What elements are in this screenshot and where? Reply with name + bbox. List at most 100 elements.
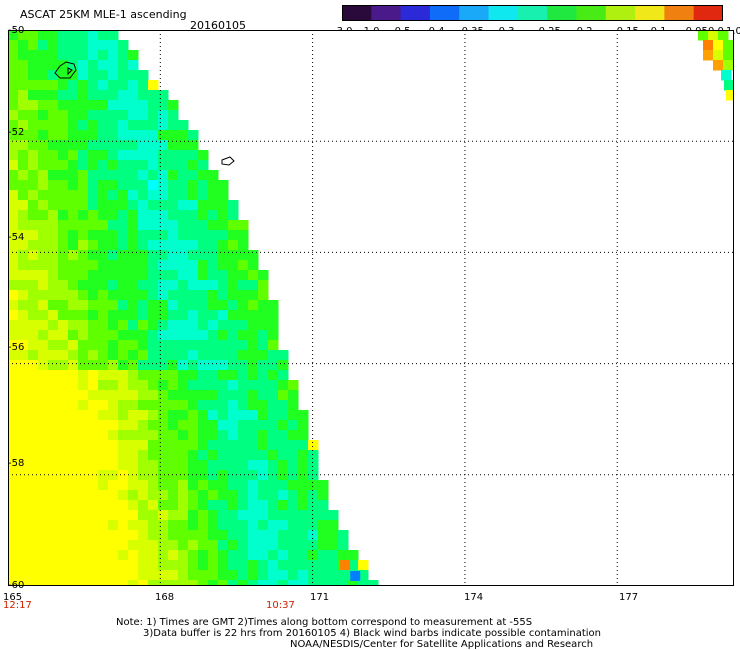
swath-cell [178, 410, 189, 421]
swath-cell [178, 420, 189, 431]
swath-cell [178, 260, 189, 271]
swath-cell [8, 360, 19, 371]
swath-cell [118, 480, 129, 491]
swath-cell [78, 220, 89, 231]
swath-cell [288, 530, 299, 541]
swath-cell [68, 80, 79, 91]
swath-cell [28, 520, 39, 531]
swath-cell [128, 260, 139, 271]
swath-cell [148, 390, 159, 401]
swath-cell [48, 510, 59, 521]
swath-cell [198, 280, 209, 291]
swath-cell [238, 330, 249, 341]
swath-cell [268, 580, 279, 586]
swath-cell [68, 210, 79, 221]
swath-cell [298, 480, 309, 491]
swath-cell [68, 230, 79, 241]
swath-cell [128, 140, 139, 151]
swath-cell [208, 380, 219, 391]
time-label-left: 12:17 [3, 600, 32, 611]
swath-cell [168, 510, 179, 521]
swath-cell [208, 450, 219, 461]
swath-cell [8, 70, 19, 81]
swath-cell [118, 410, 129, 421]
swath-cell [713, 60, 724, 71]
swath-cell [108, 240, 119, 251]
swath-cell [218, 520, 229, 531]
swath-cell [238, 220, 249, 231]
swath-cell [288, 560, 299, 571]
swath-cell [308, 490, 319, 501]
swath-cell [78, 550, 89, 561]
swath-cell [278, 470, 289, 481]
swath-cell [38, 140, 49, 151]
swath-cell [238, 390, 249, 401]
swath-cell [28, 230, 39, 241]
swath-cell [188, 490, 199, 501]
swath-cell [138, 100, 149, 111]
swath-cell [158, 140, 169, 151]
swath-cell [188, 160, 199, 171]
swath-cell [48, 170, 59, 181]
swath-cell [148, 130, 159, 141]
swath-cell [198, 480, 209, 491]
swath-cell [8, 540, 19, 551]
swath-cell [88, 230, 99, 241]
swath-cell [258, 570, 269, 581]
y-tick-label: -58 [8, 458, 25, 469]
swath-cell [178, 150, 189, 161]
swath-cell [138, 220, 149, 231]
swath-cell [228, 360, 239, 371]
swath-cell [218, 240, 229, 251]
swath-cell [168, 270, 179, 281]
swath-cell [208, 240, 219, 251]
swath-cell [58, 320, 69, 331]
swath-cell [188, 330, 199, 341]
swath-cell [258, 270, 269, 281]
swath-cell [68, 90, 79, 101]
swath-cell [8, 580, 19, 586]
swath-cell [8, 400, 19, 411]
swath-cell [78, 520, 89, 531]
swath-cell [48, 30, 59, 41]
swath-cell [58, 120, 69, 131]
swath-cell [48, 90, 59, 101]
swath-cell [108, 250, 119, 261]
swath-cell [8, 370, 19, 381]
swath-cell [88, 380, 99, 391]
swath-cell [138, 570, 149, 581]
swath-cell [288, 580, 299, 586]
swath-cell [28, 90, 39, 101]
swath-cell [168, 550, 179, 561]
swath-cell [98, 240, 109, 251]
swath-cell [88, 90, 99, 101]
swath-cell [258, 550, 269, 561]
swath-cell [68, 450, 79, 461]
swath-cell [118, 400, 129, 411]
swath-cell [28, 470, 39, 481]
swath-cell [158, 220, 169, 231]
swath-cell [268, 530, 279, 541]
swath-cell [318, 520, 329, 531]
swath-cell [258, 290, 269, 301]
swath-cell [98, 500, 109, 511]
swath-cell [218, 470, 229, 481]
swath-cell [58, 30, 69, 41]
swath-cell [288, 420, 299, 431]
swath-cell [178, 250, 189, 261]
swath-cell [168, 490, 179, 501]
swath-cell [108, 330, 119, 341]
swath-cell [268, 410, 279, 421]
swath-cell [118, 500, 129, 511]
swath-cell [178, 240, 189, 251]
swath-cell [88, 30, 99, 41]
swath-cell [248, 250, 259, 261]
swath-cell [208, 460, 219, 471]
swath-cell [138, 130, 149, 141]
swath-cell [18, 440, 29, 451]
swath-cell [118, 440, 129, 451]
swath-cell [88, 210, 99, 221]
swath-cell [138, 160, 149, 171]
swath-cell [88, 60, 99, 71]
swath-cell [38, 220, 49, 231]
